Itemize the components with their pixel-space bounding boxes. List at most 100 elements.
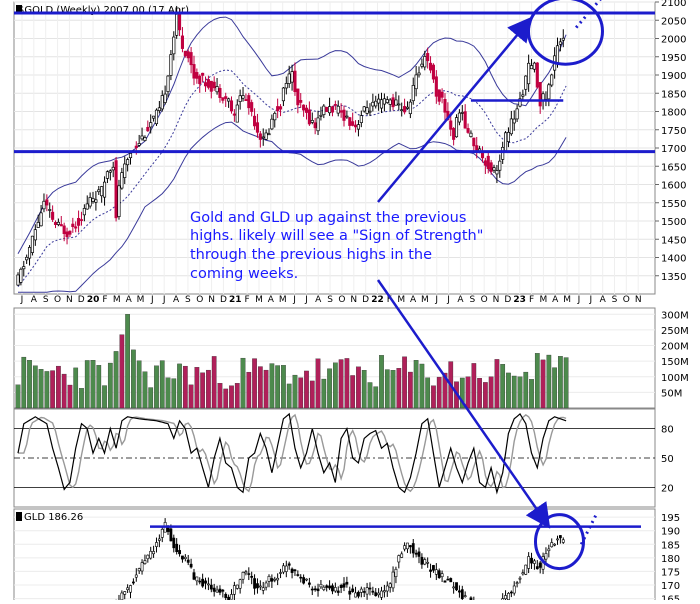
x-tick-label: N (350, 295, 357, 305)
price-candle (532, 62, 536, 70)
x-tick-label: A (315, 295, 322, 305)
price-tick-label: 1850 (661, 89, 686, 100)
price-candle (302, 104, 306, 111)
gld-candle (507, 593, 510, 601)
volume-bar (558, 356, 563, 409)
price-candle (397, 103, 401, 106)
volume-bar (546, 354, 552, 409)
gld-candle (198, 580, 202, 583)
gld-candle (391, 571, 395, 589)
x-tick-label: S (327, 295, 333, 305)
gld-candle (123, 591, 127, 595)
price-candle (105, 171, 109, 179)
gld-candle (195, 576, 199, 582)
volume-bar (234, 383, 240, 409)
x-tick-label: N (635, 295, 642, 305)
price-candle (59, 224, 63, 227)
volume-bar (177, 363, 182, 409)
arrow-to-gold-high (377, 16, 533, 203)
price-candle (333, 104, 337, 106)
gld-candle (408, 545, 412, 548)
price-candle (316, 117, 320, 132)
price-candle (74, 226, 78, 229)
x-tick-label: J (20, 295, 24, 305)
gld-candle (273, 578, 277, 581)
gld-candle (397, 555, 401, 563)
price-candle (123, 163, 127, 178)
price-candle (218, 88, 222, 98)
x-tick-label: N (493, 295, 500, 305)
price-candle (339, 110, 343, 113)
gld-candle (518, 577, 522, 580)
gld-candle (553, 543, 557, 546)
price-tick-label: 1350 (661, 272, 686, 283)
price-candle (417, 72, 421, 76)
gld-candle (235, 584, 239, 589)
gld-candle (316, 588, 320, 592)
price-tick-label: 2050 (661, 16, 686, 27)
price-candle (278, 106, 283, 110)
price-candle (385, 99, 389, 103)
price-candle (351, 121, 355, 126)
volume-bar (298, 377, 304, 409)
volume-bar (61, 373, 67, 409)
stochastic-d-line (18, 413, 567, 493)
stochastic-tick-label: 80 (661, 425, 674, 436)
gld-candle (509, 591, 513, 594)
volume-bar (73, 367, 79, 409)
price-candle (281, 87, 285, 102)
stochastic-tick-label: 20 (661, 483, 674, 494)
price-candle (82, 208, 86, 216)
volume-bar (563, 357, 569, 409)
price-candle (284, 83, 288, 89)
price-candle (203, 82, 208, 87)
volume-bar (511, 375, 517, 409)
x-tick-label: J (446, 295, 450, 305)
volume-bar (483, 382, 488, 409)
price-candle (538, 82, 542, 107)
gld-candle (325, 585, 329, 588)
price-candle (345, 115, 349, 118)
volume-bar (396, 368, 402, 409)
gld-candle (535, 566, 539, 570)
volume-bar (529, 379, 534, 409)
gld-candle (296, 574, 300, 576)
price-candle (457, 112, 461, 123)
price-candle (45, 199, 49, 206)
volume-bar (367, 382, 373, 409)
price-candle (172, 36, 176, 55)
price-candle (371, 101, 375, 107)
price-candle (100, 186, 104, 197)
price-candle (48, 209, 52, 211)
price-candle (51, 211, 55, 220)
x-tick-label: A (457, 295, 464, 305)
x-tick-label: 21 (229, 295, 242, 305)
volume-bar (125, 314, 130, 409)
price-title: $GOLD (Weekly) 2007.00 (17 Apr) (18, 5, 189, 16)
price-candle (377, 98, 381, 104)
price-candle (336, 105, 340, 114)
gld-candle (230, 594, 233, 600)
price-candle (77, 218, 81, 226)
x-tick-label: O (623, 295, 630, 305)
x-tick-label: S (612, 295, 618, 305)
price-candle (296, 88, 300, 106)
gld-candle (434, 569, 438, 575)
x-tick-label: M (563, 295, 571, 305)
gld-candle (394, 568, 398, 577)
annotation-line-1: Gold and GLD up against the previous (190, 210, 466, 226)
volume-bar (523, 371, 529, 409)
gld-candle (463, 595, 467, 597)
price-tick-label: 2100 (661, 0, 686, 9)
gld-candle (218, 588, 222, 593)
gld-candle (221, 589, 225, 592)
volume-bar (425, 377, 431, 409)
price-candle (342, 109, 346, 121)
x-tick-label: N (208, 295, 215, 305)
price-candle (431, 64, 435, 80)
gld-candle (368, 587, 372, 590)
x-tick-label: M (279, 295, 287, 305)
volume-bar (67, 384, 73, 409)
price-candle (509, 118, 513, 135)
